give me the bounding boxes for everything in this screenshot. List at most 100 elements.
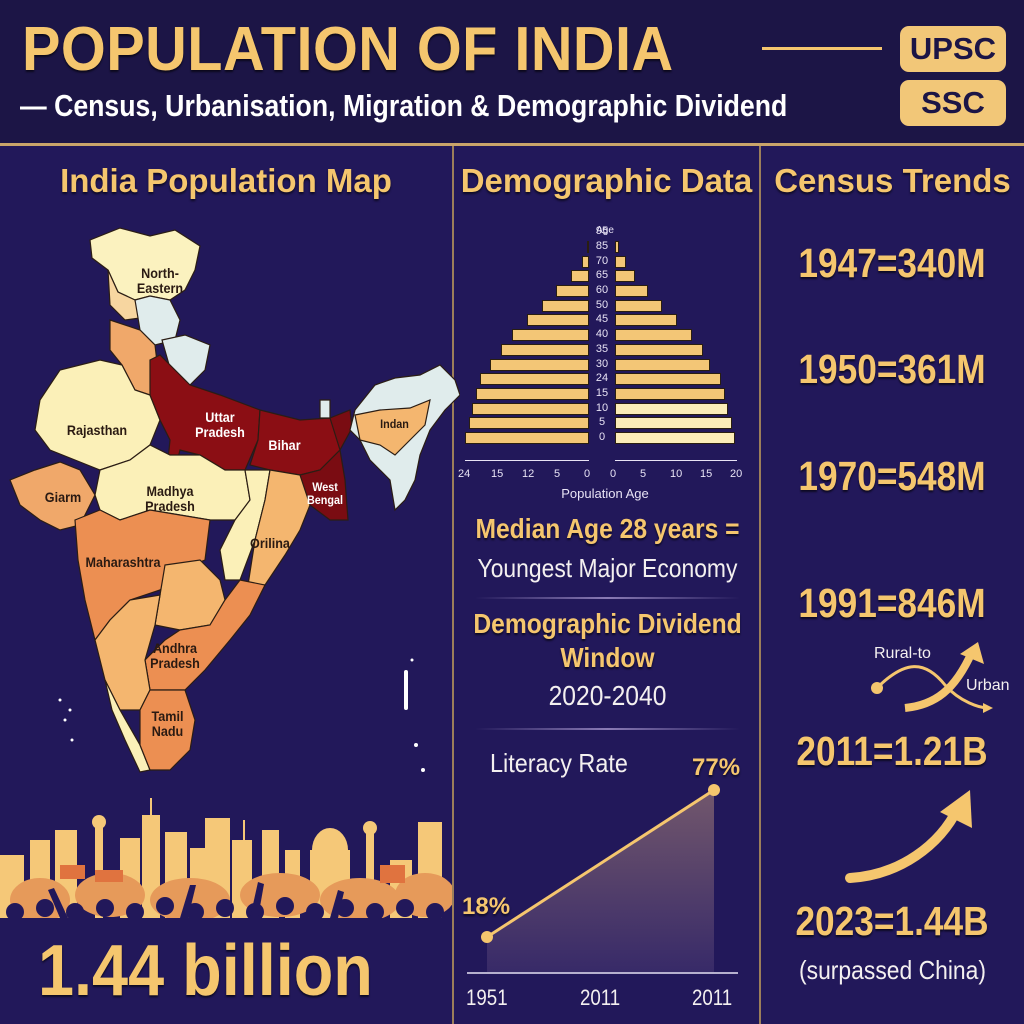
map-label-uttar-pradesh: Uttar Pradesh	[195, 409, 245, 441]
demographic-panel-title: Demographic Data	[460, 162, 753, 199]
census-entry-1950: 1950=361M	[798, 346, 986, 392]
axis-tick: 5	[554, 468, 561, 480]
pyramid-bar-right	[615, 402, 729, 415]
map-label-madhya-pradesh: Madhya Pradesh	[145, 483, 195, 515]
pyramid-row: 85	[455, 239, 755, 253]
pyramid-bar-left	[556, 285, 589, 297]
pyramid-age-tick: 10	[595, 401, 609, 414]
pyramid-row: 65	[455, 269, 755, 283]
axis-tick: 12	[522, 468, 535, 480]
pyramid-right-axis	[615, 460, 737, 461]
pyramid-age-tick: 35	[595, 342, 609, 355]
growth-arrow-icon	[845, 790, 972, 883]
migration-arrows-icon	[871, 642, 993, 713]
map-label-bihar: Bihar	[268, 437, 301, 453]
city-crowd-illustration	[0, 798, 452, 940]
pyramid-age-tick: 45	[595, 313, 609, 326]
literacy-x-label: 2011	[580, 985, 621, 1010]
literacy-line-chart	[467, 784, 738, 974]
pyramid-age-tick: 70	[595, 254, 609, 267]
census-note: (surpassed China)	[799, 955, 986, 985]
column-divider	[759, 146, 761, 1024]
pyramid-bar-left	[472, 402, 589, 415]
pyramid-row: 40	[455, 328, 755, 342]
pyramid-age-tick: 50	[595, 298, 609, 311]
pyramid-age-tick: 0	[598, 431, 606, 443]
map-label-maharashtra: Maharashtra	[85, 554, 161, 570]
pyramid-bar-left	[512, 329, 589, 342]
migration-label-urban: Urban	[966, 677, 1010, 694]
pyramid-bar-left	[468, 417, 589, 430]
pyramid-bar-right	[615, 358, 710, 371]
map-label-andhra-pradesh: Andhra Pradesh	[150, 640, 200, 672]
census-entry-1991: 1991=846M	[798, 580, 986, 626]
column-divider	[452, 146, 454, 1024]
divider	[475, 728, 740, 730]
axis-tick: 20	[730, 468, 743, 480]
page-subtitle: — Census, Urbanisation, Migration & Demo…	[20, 88, 788, 123]
axis-tick: 15	[491, 468, 504, 480]
map-label-indan: Indan	[380, 417, 409, 431]
pyramid-age-tick: 40	[595, 328, 609, 341]
pyramid-bar-left	[541, 299, 589, 312]
pyramid-bar-right	[615, 240, 620, 253]
pyramid-bar-left	[586, 240, 589, 253]
census-entry-1970: 1970=548M	[798, 453, 986, 499]
pyramid-age-label: Age	[596, 225, 614, 236]
pyramid-bar-right	[615, 387, 725, 400]
header: POPULATION OF INDIA — Census, Urbanisati…	[0, 0, 1024, 146]
map-label-rajasthan: Rajasthan	[66, 422, 128, 438]
axis-tick: 5	[640, 468, 647, 480]
pyramid-bar-left	[501, 343, 589, 356]
pyramid-bar-right	[615, 285, 648, 297]
ssc-badge: SSC	[900, 80, 1006, 126]
map-panel-title: India Population Map	[60, 162, 392, 199]
pyramid-bar-left	[464, 432, 589, 444]
pyramid-bar-right	[615, 432, 736, 444]
pyramid-row: 50	[455, 298, 755, 312]
pyramid-age-tick: 30	[595, 357, 609, 370]
pyramid-bar-right	[615, 329, 692, 342]
pyramid-bar-right	[615, 255, 626, 268]
pyramid-row: 30	[455, 357, 755, 371]
pyramid-bar-right	[615, 314, 678, 327]
pyramid-bar-left	[479, 373, 589, 386]
map-label-tamil-nadu: Tamil Nadu	[151, 708, 184, 740]
divider	[475, 597, 740, 599]
pyramid-age-tick: 5	[598, 416, 606, 429]
pyramid-row: 35	[455, 342, 755, 356]
india-map	[9, 227, 460, 773]
pyramid-bar-right	[615, 417, 732, 430]
pyramid-left-axis	[465, 460, 589, 461]
pyramid-age-tick: 15	[595, 386, 609, 399]
map-label-orilina: Orilina	[250, 535, 290, 551]
pyramid-age-tick: 65	[595, 269, 609, 282]
literacy-start-value: 18%	[462, 893, 511, 920]
literacy-title: Literacy Rate	[490, 748, 628, 778]
pyramid-age-tick: 95	[595, 225, 609, 238]
map-label-west-bengal: West Bengal	[306, 480, 343, 508]
dividend-title-line2: Window	[560, 642, 655, 673]
pyramid-age-tick: 85	[595, 239, 609, 252]
census-entry-2011: 2011=1.21B	[796, 728, 988, 774]
median-age-text: Median Age 28 years =	[475, 513, 740, 544]
upsc-badge: UPSC	[900, 26, 1006, 72]
pyramid-row: 24	[455, 372, 755, 386]
pyramid-x-label: Population Age	[561, 486, 649, 501]
dividend-range: 2020-2040	[548, 680, 667, 711]
census-entry-1947: 1947=340M	[798, 240, 986, 286]
migration-label-rural: Rural-to	[874, 645, 931, 662]
pyramid-row: 15	[455, 386, 755, 400]
pyramid-bar-left	[570, 270, 589, 283]
literacy-x-label: 1951	[466, 985, 508, 1010]
pyramid-row: 95	[455, 225, 755, 238]
census-panel-title: Census Trends	[774, 162, 1011, 199]
dividend-title-line1: Demographic Dividend	[473, 608, 742, 639]
map-label-north-eastern: North- Eastern	[136, 265, 184, 297]
title-divider	[762, 47, 882, 50]
map-label-giarm: Giarm	[44, 489, 82, 505]
page-title: POPULATION OF INDIA	[22, 15, 674, 84]
population-pyramid: Age 0 5 10 15 24 30 35 40 45 50 60 65 70 85 95 24 15 1…	[455, 220, 755, 510]
pyramid-bar-left	[490, 358, 589, 371]
census-entry-2023: 2023=1.44B	[795, 898, 989, 944]
